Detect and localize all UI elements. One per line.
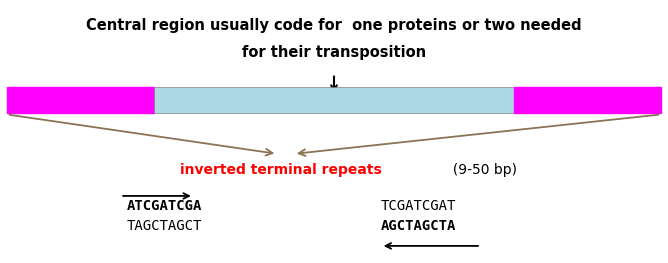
Text: AGCTAGCTA: AGCTAGCTA [381,219,456,233]
Text: TAGCTAGCT: TAGCTAGCT [127,219,202,233]
Text: inverted terminal repeats: inverted terminal repeats [180,163,382,177]
Text: (9-50 bp): (9-50 bp) [444,163,517,177]
FancyBboxPatch shape [514,87,661,113]
Text: Central region usually code for  one proteins or two needed: Central region usually code for one prot… [86,18,582,33]
FancyBboxPatch shape [154,87,514,113]
Text: TCGATCGAT: TCGATCGAT [381,199,456,214]
Text: ATCGATCGA: ATCGATCGA [127,199,202,214]
FancyBboxPatch shape [7,87,154,113]
Text: for their transposition: for their transposition [242,45,426,60]
